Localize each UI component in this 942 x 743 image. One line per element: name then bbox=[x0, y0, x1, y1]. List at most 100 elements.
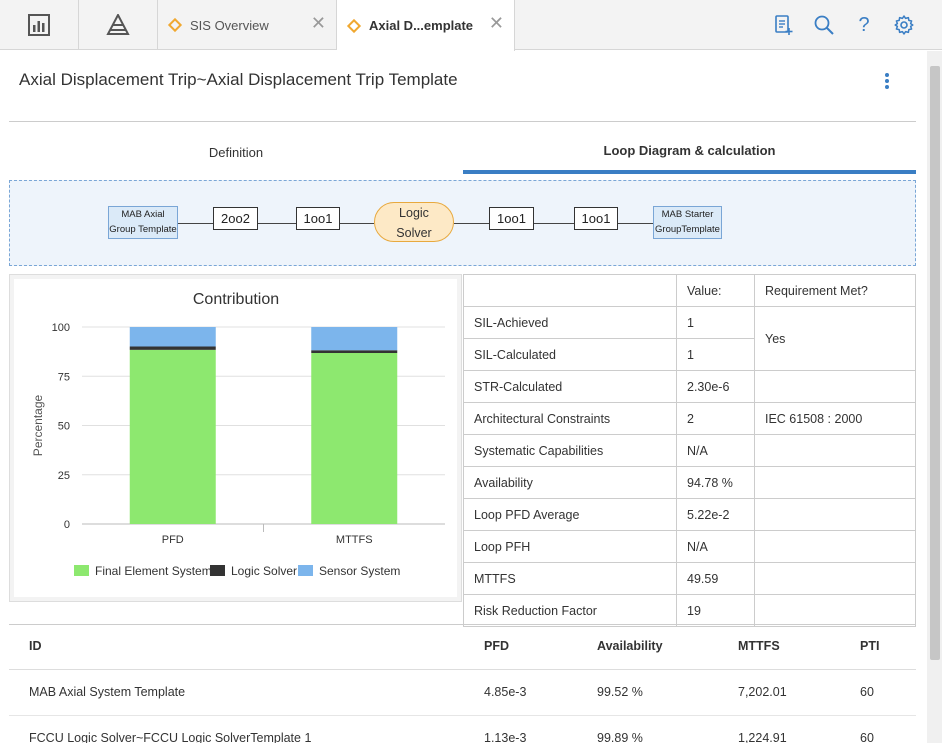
tab-definition[interactable]: Definition bbox=[208, 144, 264, 160]
divider bbox=[9, 121, 916, 122]
y-tick-label: 50 bbox=[58, 421, 70, 433]
table-row: MTTFS 49.59 bbox=[463, 562, 916, 595]
close-icon[interactable]: ✕ bbox=[488, 13, 504, 33]
close-icon[interactable]: ✕ bbox=[310, 13, 326, 33]
row-value: N/A bbox=[676, 530, 755, 563]
table-row: Risk Reduction Factor 19 bbox=[463, 594, 916, 627]
sil-results-table: Value: Requirement Met? SIL-Achieved 1 Yes SI… bbox=[463, 274, 916, 627]
row-value: 2 bbox=[676, 402, 755, 435]
x-tick-label: PFD bbox=[162, 534, 184, 546]
row-requirement: Yes bbox=[754, 306, 916, 371]
row-mttfs: 1,224.91 bbox=[738, 731, 787, 743]
row-requirement-empty bbox=[754, 498, 916, 531]
connector bbox=[534, 223, 574, 224]
solver-label-line: Logic bbox=[399, 206, 429, 220]
connector bbox=[178, 223, 213, 224]
voting-box-2oo2[interactable]: 2oo2 bbox=[213, 207, 258, 230]
input-group-box[interactable]: MAB Axial Group Template bbox=[108, 206, 178, 239]
search-icon bbox=[814, 15, 834, 35]
legend-label: Logic Solver bbox=[231, 564, 297, 578]
connector bbox=[618, 223, 653, 224]
legend-swatch bbox=[298, 565, 313, 576]
pyramid-icon bbox=[106, 14, 130, 35]
row-availability: 99.89 % bbox=[597, 731, 643, 743]
y-axis-label: Percentage bbox=[31, 394, 45, 456]
row-label: STR-Calculated bbox=[463, 370, 677, 403]
clipboard-add-icon bbox=[775, 15, 793, 35]
help-button[interactable]: ? bbox=[852, 13, 876, 37]
tab-label: Axial D...emplate bbox=[369, 18, 474, 33]
more-options-button[interactable] bbox=[884, 73, 890, 89]
logic-solver-node[interactable]: Logic Solver bbox=[374, 202, 454, 242]
contribution-chart: Contribution 0 25 50 75 100 Percentage PFD MTTFS… bbox=[31, 291, 445, 578]
column-availability[interactable]: Availability bbox=[597, 639, 663, 653]
row-value: 49.59 bbox=[676, 562, 755, 595]
row-value: 1 bbox=[676, 338, 755, 371]
settings-button[interactable] bbox=[892, 13, 916, 37]
row-mttfs: 7,202.01 bbox=[738, 685, 787, 699]
row-value: 2.30e-6 bbox=[676, 370, 755, 403]
tab-axial-displacement[interactable]: Axial D...emplate ✕ bbox=[337, 0, 515, 51]
y-tick-label: 100 bbox=[52, 322, 70, 334]
solver-label-line: Solver bbox=[396, 226, 432, 240]
row-requirement-empty bbox=[754, 530, 916, 563]
row-pti: 60 bbox=[860, 685, 874, 699]
table-row: Availability 94.78 % bbox=[463, 466, 916, 499]
voting-box-output[interactable]: 1oo1 bbox=[574, 207, 618, 230]
column-mttfs[interactable]: MTTFS bbox=[738, 639, 780, 653]
group-label-line: Group Template bbox=[109, 224, 177, 235]
voting-box-sensor[interactable]: 1oo1 bbox=[296, 207, 340, 230]
table-header-row: Value: Requirement Met? bbox=[463, 274, 916, 307]
row-pfd: 4.85e-3 bbox=[484, 685, 527, 699]
scrollbar-thumb[interactable] bbox=[930, 66, 940, 660]
page-title: Axial Displacement Trip~Axial Displaceme… bbox=[19, 70, 458, 89]
connector bbox=[340, 223, 374, 224]
search-button[interactable] bbox=[812, 13, 836, 37]
list-item[interactable]: MAB Axial System Template 4.85e-3 99.52 … bbox=[9, 670, 916, 716]
row-value: 19 bbox=[676, 594, 755, 627]
row-value: 94.78 % bbox=[676, 466, 755, 499]
row-availability: 99.52 % bbox=[597, 685, 643, 699]
contribution-chart-container: Contribution 0 25 50 75 100 Percentage PFD MTTFS… bbox=[14, 279, 457, 597]
row-label: MTTFS bbox=[463, 562, 677, 595]
tab-loop-diagram[interactable]: Loop Diagram & calculation bbox=[463, 130, 916, 174]
row-label: Systematic Capabilities bbox=[463, 434, 677, 467]
row-requirement-empty bbox=[754, 594, 916, 627]
column-pti[interactable]: PTI bbox=[860, 639, 880, 653]
dot bbox=[885, 79, 889, 83]
voting-box-final[interactable]: 1oo1 bbox=[489, 207, 534, 230]
column-pfd[interactable]: PFD bbox=[484, 639, 509, 653]
row-value: 5.22e-2 bbox=[676, 498, 755, 531]
table-row: Loop PFD Average 5.22e-2 bbox=[463, 498, 916, 531]
row-label: SIL-Calculated bbox=[463, 338, 677, 371]
column-id[interactable]: ID bbox=[29, 639, 42, 653]
notes-button[interactable] bbox=[772, 13, 796, 37]
row-requirement bbox=[754, 466, 916, 499]
legend-label: Sensor System bbox=[319, 564, 400, 578]
hierarchy-button[interactable] bbox=[79, 0, 158, 50]
dashboard-button[interactable] bbox=[0, 0, 79, 50]
table-row: Loop PFH N/A bbox=[463, 530, 916, 563]
row-label: Architectural Constraints bbox=[463, 402, 677, 435]
diamond-icon bbox=[346, 18, 362, 33]
row-requirement: IEC 61508 : 2000 bbox=[754, 402, 916, 435]
connector bbox=[258, 223, 296, 224]
tab-sis-overview[interactable]: SIS Overview ✕ bbox=[158, 0, 337, 50]
row-requirement-empty bbox=[754, 562, 916, 595]
output-group-box[interactable]: MAB Starter GroupTemplate bbox=[653, 206, 722, 239]
dashboard-icon bbox=[28, 14, 50, 36]
row-label: Loop PFD Average bbox=[463, 498, 677, 531]
group-label-line: GroupTemplate bbox=[655, 224, 720, 235]
row-requirement bbox=[754, 370, 916, 403]
legend-label: Final Element System bbox=[95, 564, 212, 578]
diamond-icon bbox=[167, 17, 183, 33]
loop-diagram: MAB Axial Group Template 2oo2 1oo1 Logic… bbox=[9, 180, 916, 266]
group-label-line: MAB Starter bbox=[661, 209, 714, 220]
list-item[interactable]: FCCU Logic Solver~FCCU Logic SolverTempl… bbox=[9, 716, 916, 743]
row-id: FCCU Logic Solver~FCCU Logic SolverTempl… bbox=[29, 731, 312, 743]
legend-swatch bbox=[74, 565, 89, 576]
x-tick-label: MTTFS bbox=[336, 534, 373, 546]
question-icon: ? bbox=[858, 13, 870, 36]
row-pti: 60 bbox=[860, 731, 874, 743]
y-tick-label: 0 bbox=[64, 519, 70, 531]
